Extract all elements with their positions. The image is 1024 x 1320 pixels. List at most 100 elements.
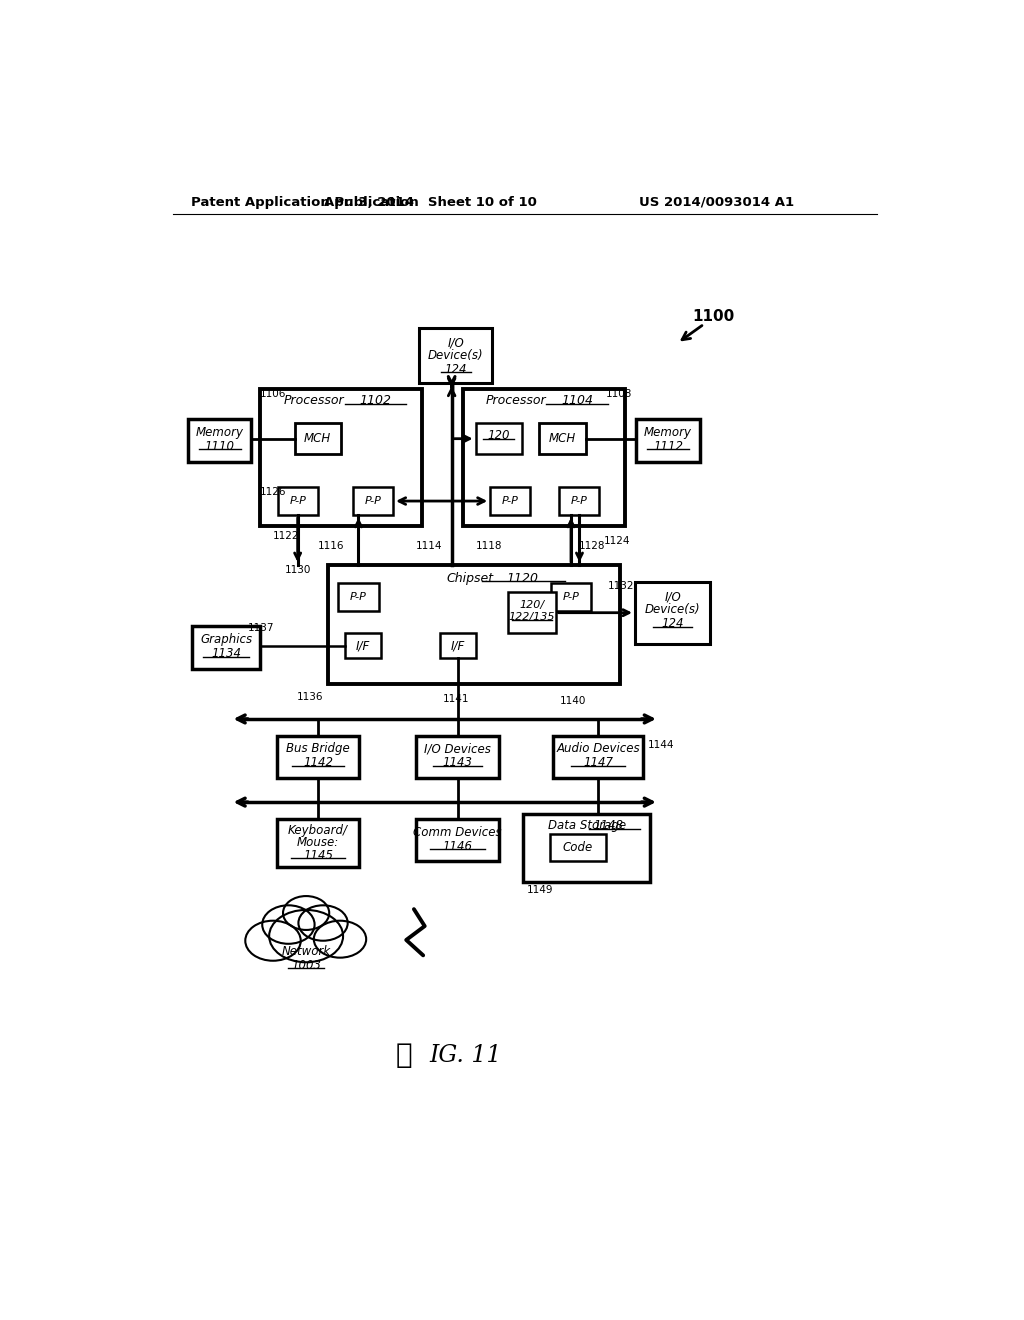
- Text: 1141: 1141: [442, 694, 469, 704]
- Bar: [260, 389, 422, 527]
- Bar: [637, 418, 699, 462]
- Bar: [193, 626, 260, 669]
- Ellipse shape: [313, 921, 367, 958]
- Text: MCH: MCH: [304, 432, 332, 445]
- Text: Processor: Processor: [485, 395, 546, 408]
- Text: I/O Devices: I/O Devices: [424, 742, 490, 755]
- Bar: [508, 591, 556, 634]
- Text: 1134: 1134: [211, 647, 241, 660]
- Bar: [188, 418, 252, 462]
- Text: MCH: MCH: [549, 432, 577, 445]
- Text: 1116: 1116: [317, 541, 344, 550]
- Text: 1104: 1104: [561, 395, 593, 408]
- Text: 1148: 1148: [593, 820, 624, 833]
- Text: 1106: 1106: [260, 389, 287, 399]
- Text: Device(s): Device(s): [428, 348, 483, 362]
- Text: Comm Devices: Comm Devices: [413, 825, 502, 838]
- Text: 1149: 1149: [526, 884, 553, 895]
- Text: Memory: Memory: [644, 426, 692, 440]
- Bar: [345, 634, 381, 659]
- Text: I/F: I/F: [451, 639, 465, 652]
- Text: Chipset: Chipset: [446, 572, 494, 585]
- Text: Apr. 3, 2014   Sheet 10 of 10: Apr. 3, 2014 Sheet 10 of 10: [325, 195, 538, 209]
- Text: P-P: P-P: [502, 496, 518, 506]
- Text: US 2014/0093014 A1: US 2014/0093014 A1: [639, 195, 794, 209]
- Text: Patent Application Publication: Patent Application Publication: [190, 195, 419, 209]
- Text: P-P: P-P: [350, 593, 367, 602]
- Bar: [328, 565, 621, 684]
- Ellipse shape: [262, 906, 314, 944]
- Text: 1144: 1144: [648, 741, 675, 750]
- Text: Device(s): Device(s): [645, 603, 700, 616]
- Text: 1140: 1140: [559, 696, 586, 706]
- Bar: [440, 634, 475, 659]
- Text: 1102: 1102: [359, 395, 391, 408]
- Ellipse shape: [246, 921, 301, 961]
- Text: IG. 11: IG. 11: [429, 1044, 502, 1067]
- Ellipse shape: [298, 906, 348, 941]
- Text: 120/: 120/: [519, 601, 545, 610]
- Text: Audio Devices: Audio Devices: [556, 742, 640, 755]
- Bar: [540, 424, 586, 454]
- Text: I/O: I/O: [447, 337, 464, 350]
- Text: 1120: 1120: [507, 572, 539, 585]
- Bar: [339, 583, 379, 611]
- Text: 1130: 1130: [285, 565, 311, 576]
- Text: P-P: P-P: [365, 496, 382, 506]
- Text: Data Storage: Data Storage: [548, 820, 626, 833]
- Bar: [553, 737, 643, 779]
- Text: I/F: I/F: [356, 639, 371, 652]
- Text: Mouse:: Mouse:: [297, 836, 339, 849]
- Bar: [353, 487, 393, 515]
- Bar: [490, 487, 530, 515]
- Text: ℬ: ℬ: [395, 1041, 413, 1069]
- Text: 1146: 1146: [442, 840, 472, 853]
- Bar: [551, 583, 591, 611]
- Text: 1137: 1137: [248, 623, 274, 634]
- Ellipse shape: [269, 909, 343, 962]
- Text: 124: 124: [444, 363, 467, 376]
- Text: 1112: 1112: [653, 440, 683, 453]
- Bar: [416, 737, 499, 779]
- Text: Network: Network: [282, 945, 331, 958]
- Text: 1100: 1100: [692, 309, 735, 323]
- Bar: [276, 737, 359, 779]
- Text: 1132: 1132: [608, 581, 635, 591]
- Text: Keyboard/: Keyboard/: [288, 824, 348, 837]
- Text: 1108: 1108: [605, 389, 632, 399]
- Text: Memory: Memory: [196, 426, 244, 440]
- Bar: [559, 487, 599, 515]
- Text: 1114: 1114: [416, 541, 442, 550]
- Bar: [550, 834, 605, 861]
- Text: 1136: 1136: [297, 693, 324, 702]
- Text: 1003: 1003: [291, 958, 322, 972]
- Text: 1126: 1126: [260, 487, 287, 496]
- Bar: [419, 327, 493, 383]
- Text: P-P: P-P: [571, 496, 588, 506]
- Text: 1142: 1142: [303, 756, 333, 770]
- Text: 1110: 1110: [205, 440, 234, 453]
- Text: 1143: 1143: [442, 756, 472, 770]
- Text: P-P: P-P: [289, 496, 306, 506]
- Bar: [475, 424, 521, 454]
- Text: 1124: 1124: [604, 536, 631, 546]
- Bar: [278, 487, 317, 515]
- Text: 1118: 1118: [475, 541, 502, 550]
- Text: 124: 124: [662, 616, 684, 630]
- Text: 1147: 1147: [583, 756, 613, 770]
- Bar: [295, 424, 341, 454]
- Ellipse shape: [283, 896, 330, 929]
- Text: 122/135: 122/135: [509, 612, 555, 622]
- Bar: [416, 818, 499, 862]
- Text: P-P: P-P: [562, 593, 580, 602]
- Bar: [276, 818, 359, 867]
- Text: 1122: 1122: [273, 531, 299, 541]
- Text: 1145: 1145: [303, 849, 333, 862]
- Text: Graphics: Graphics: [200, 634, 252, 647]
- Text: 120: 120: [487, 429, 510, 442]
- Text: 1128: 1128: [579, 541, 605, 550]
- Text: Bus Bridge: Bus Bridge: [286, 742, 350, 755]
- Text: Code: Code: [563, 841, 593, 854]
- Text: Processor: Processor: [284, 395, 344, 408]
- Bar: [635, 582, 711, 644]
